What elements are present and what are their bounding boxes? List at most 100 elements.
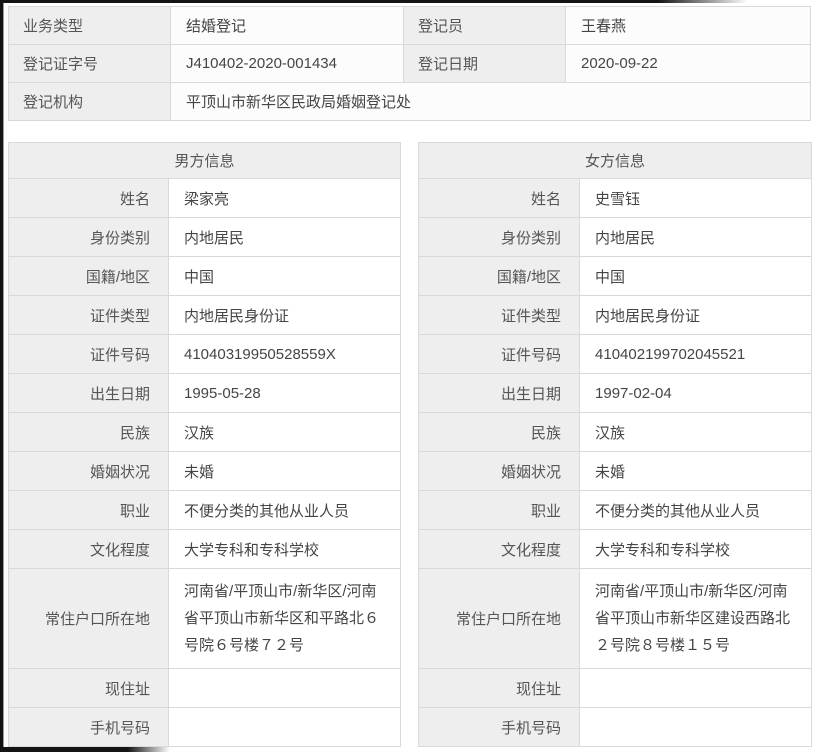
male-row-current-address: 现住址 xyxy=(8,668,402,708)
field-value xyxy=(579,707,813,747)
female-row-ethnicity: 民族 汉族 xyxy=(418,412,813,452)
registration-agency-label: 登记机构 xyxy=(8,82,171,121)
female-row-current-address: 现住址 xyxy=(418,668,813,708)
male-info-table: 男方信息 姓名 梁家亮 身份类别 内地居民 国籍/地区 中国 证件类型 内地居民… xyxy=(7,142,402,747)
field-value: 1995-05-28 xyxy=(167,373,402,413)
field-label: 文化程度 xyxy=(8,529,169,569)
field-label: 民族 xyxy=(8,412,169,452)
registration-date-label: 登记日期 xyxy=(403,44,566,83)
male-row-birth-date: 出生日期 1995-05-28 xyxy=(8,373,402,413)
female-row-birth-date: 出生日期 1997-02-04 xyxy=(418,373,813,413)
female-row-education: 文化程度 大学专科和专科学校 xyxy=(418,529,813,569)
marriage-registration-record: 业务类型 结婚登记 登记员 王春燕 登记证字号 J410402-2020-001… xyxy=(7,6,813,747)
male-row-id-number: 证件号码 41040319950528559X xyxy=(8,334,402,374)
field-label: 现住址 xyxy=(8,668,169,708)
field-label: 手机号码 xyxy=(8,707,169,747)
field-value: 河南省/平顶山市/新华区/河南省平顶山市新华区和平路北６号院６号楼７２号 xyxy=(167,568,402,669)
field-label: 常住户口所在地 xyxy=(418,568,581,669)
field-label: 证件号码 xyxy=(8,334,169,374)
female-row-id-number: 证件号码 410402199702045521 xyxy=(418,334,813,374)
row-registration-agency: 登记机构 平顶山市新华区民政局婚姻登记处 xyxy=(8,82,811,121)
field-value: 41040319950528559X xyxy=(167,334,402,374)
certificate-number-label: 登记证字号 xyxy=(8,44,171,83)
field-value: 汉族 xyxy=(167,412,402,452)
row-business-type: 业务类型 结婚登记 登记员 王春燕 xyxy=(8,6,811,45)
field-value: 大学专科和专科学校 xyxy=(167,529,402,569)
field-value: 内地居民身份证 xyxy=(579,295,813,335)
field-label: 国籍/地区 xyxy=(8,256,169,296)
field-label: 姓名 xyxy=(8,178,169,218)
field-value: 不便分类的其他从业人员 xyxy=(167,490,402,530)
business-type-value: 结婚登记 xyxy=(170,6,404,45)
field-value xyxy=(579,668,813,708)
registrar-value: 王春燕 xyxy=(565,6,811,45)
male-info-title: 男方信息 xyxy=(7,142,402,179)
field-value xyxy=(167,668,402,708)
female-row-name: 姓名 史雪钰 xyxy=(418,178,813,218)
field-value: 中国 xyxy=(579,256,813,296)
field-label: 职业 xyxy=(418,490,581,530)
row-certificate-number: 登记证字号 J410402-2020-001434 登记日期 2020-09-2… xyxy=(8,44,811,83)
registration-agency-value: 平顶山市新华区民政局婚姻登记处 xyxy=(170,82,811,121)
field-value: 410402199702045521 xyxy=(579,334,813,374)
male-row-education: 文化程度 大学专科和专科学校 xyxy=(8,529,402,569)
male-row-identity-type: 身份类别 内地居民 xyxy=(8,217,402,257)
field-value: 史雪钰 xyxy=(579,178,813,218)
field-label: 文化程度 xyxy=(418,529,581,569)
male-row-occupation: 职业 不便分类的其他从业人员 xyxy=(8,490,402,530)
field-value: 中国 xyxy=(167,256,402,296)
field-label: 职业 xyxy=(8,490,169,530)
registrar-label: 登记员 xyxy=(403,6,566,45)
field-label: 身份类别 xyxy=(8,217,169,257)
field-label: 证件类型 xyxy=(8,295,169,335)
business-type-label: 业务类型 xyxy=(8,6,171,45)
female-row-id-type: 证件类型 内地居民身份证 xyxy=(418,295,813,335)
field-label: 证件号码 xyxy=(418,334,581,374)
male-row-household-address: 常住户口所在地 河南省/平顶山市/新华区/河南省平顶山市新华区和平路北６号院６号… xyxy=(8,568,402,669)
male-row-name: 姓名 梁家亮 xyxy=(8,178,402,218)
field-label: 现住址 xyxy=(418,668,581,708)
field-value: 1997-02-04 xyxy=(579,373,813,413)
field-value: 大学专科和专科学校 xyxy=(579,529,813,569)
female-row-mobile-number: 手机号码 xyxy=(418,707,813,747)
field-label: 姓名 xyxy=(418,178,581,218)
male-row-id-type: 证件类型 内地居民身份证 xyxy=(8,295,402,335)
male-row-mobile-number: 手机号码 xyxy=(8,707,402,747)
field-label: 常住户口所在地 xyxy=(8,568,169,669)
female-info-title: 女方信息 xyxy=(418,142,813,179)
field-value: 梁家亮 xyxy=(167,178,402,218)
female-row-identity-type: 身份类别 内地居民 xyxy=(418,217,813,257)
registration-summary-table: 业务类型 结婚登记 登记员 王春燕 登记证字号 J410402-2020-001… xyxy=(8,6,811,121)
female-row-nationality: 国籍/地区 中国 xyxy=(418,256,813,296)
field-value: 内地居民 xyxy=(167,217,402,257)
female-row-household-address: 常住户口所在地 河南省/平顶山市/新华区/河南省平顶山市新华区建设西路北２号院８… xyxy=(418,568,813,669)
male-table-header: 男方信息 xyxy=(7,142,402,179)
field-label: 国籍/地区 xyxy=(418,256,581,296)
female-table-header: 女方信息 xyxy=(418,142,813,179)
field-value: 内地居民 xyxy=(579,217,813,257)
field-label: 手机号码 xyxy=(418,707,581,747)
person-tables: 男方信息 姓名 梁家亮 身份类别 内地居民 国籍/地区 中国 证件类型 内地居民… xyxy=(7,142,813,747)
field-label: 身份类别 xyxy=(418,217,581,257)
certificate-number-value: J410402-2020-001434 xyxy=(170,44,404,83)
field-label: 出生日期 xyxy=(418,373,581,413)
field-value: 汉族 xyxy=(579,412,813,452)
field-value: 未婚 xyxy=(167,451,402,491)
field-value: 不便分类的其他从业人员 xyxy=(579,490,813,530)
female-row-marital-status: 婚姻状况 未婚 xyxy=(418,451,813,491)
field-label: 证件类型 xyxy=(418,295,581,335)
registration-date-value: 2020-09-22 xyxy=(565,44,811,83)
photo-edge-bottom xyxy=(0,747,170,752)
field-value xyxy=(167,707,402,747)
field-label: 婚姻状况 xyxy=(8,451,169,491)
field-label: 婚姻状况 xyxy=(418,451,581,491)
field-label: 民族 xyxy=(418,412,581,452)
field-value: 河南省/平顶山市/新华区/河南省平顶山市新华区建设西路北２号院８号楼１５号 xyxy=(579,568,813,669)
photo-edge-top xyxy=(0,0,748,3)
male-row-nationality: 国籍/地区 中国 xyxy=(8,256,402,296)
field-value: 内地居民身份证 xyxy=(167,295,402,335)
female-row-occupation: 职业 不便分类的其他从业人员 xyxy=(418,490,813,530)
female-info-table: 女方信息 姓名 史雪钰 身份类别 内地居民 国籍/地区 中国 证件类型 内地居民… xyxy=(418,142,813,747)
field-value: 未婚 xyxy=(579,451,813,491)
photo-edge-left xyxy=(0,0,4,752)
